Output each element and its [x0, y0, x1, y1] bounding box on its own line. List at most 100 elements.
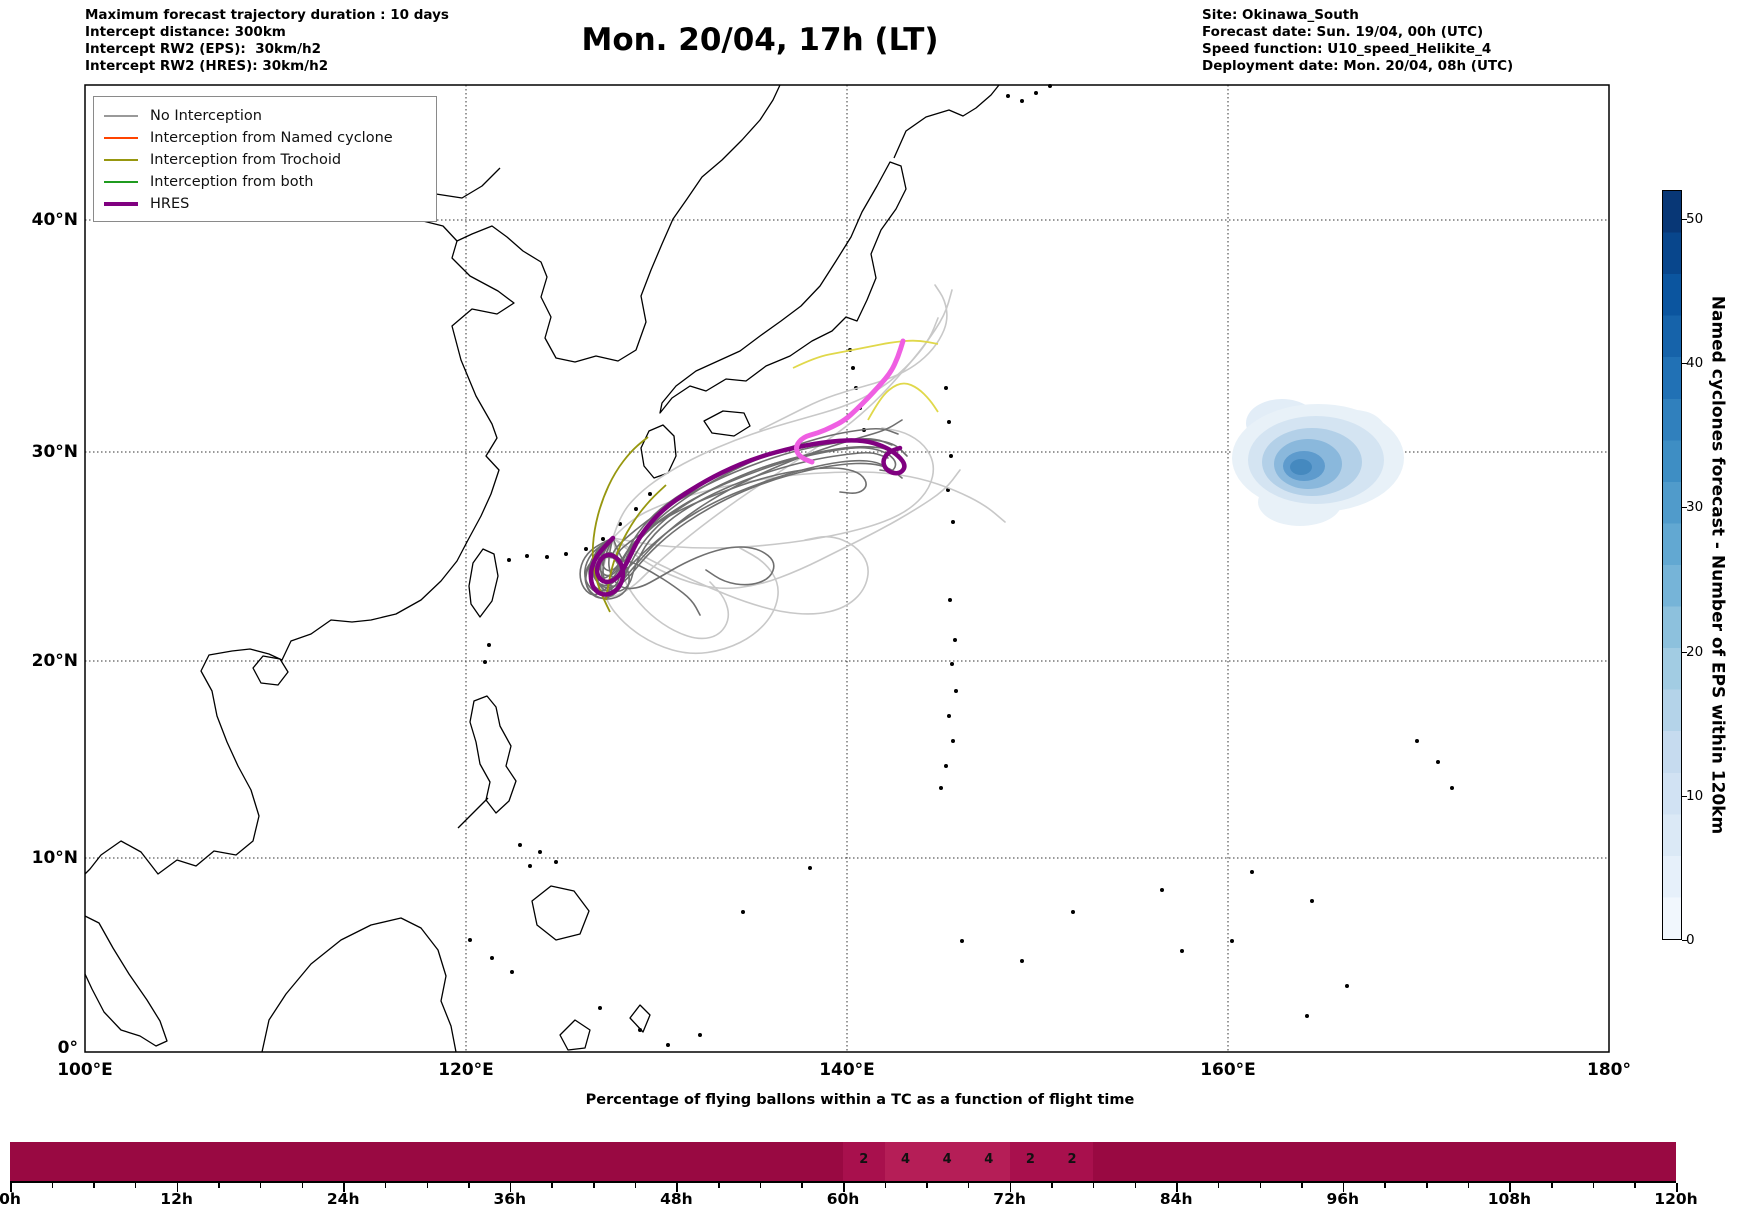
hour-minor-tick: [1259, 1183, 1261, 1188]
hour-label-7: 84h: [1159, 1190, 1193, 1208]
hour-minor-tick: [468, 1183, 470, 1188]
hour-minor-tick: [551, 1183, 553, 1188]
hour-minor-tick: [301, 1183, 304, 1188]
map-legend: No Interception Interception from Named c…: [93, 96, 437, 222]
legend-item-0: No Interception: [104, 105, 426, 127]
colorbar: [1662, 190, 1682, 940]
bar-bin-72h: [1009, 1142, 1052, 1181]
hour-minor-tick: [1426, 1183, 1428, 1188]
bar-axis-line: [10, 1181, 1676, 1183]
hour-minor-tick: [884, 1183, 887, 1188]
bar-bin-value: 2: [1025, 1152, 1035, 1167]
y-tick-label-3: 10°N: [31, 848, 78, 868]
hour-minor-tick: [718, 1183, 720, 1188]
x-tick-label-0: 100°E: [57, 1060, 113, 1080]
hour-minor-tick: [759, 1183, 762, 1188]
hour-label-8: 96h: [1326, 1190, 1360, 1208]
colorbar-tickmark: [1682, 651, 1687, 653]
colorbar-tick-label-5: 50: [1686, 210, 1704, 227]
hour-major-tick: [1176, 1183, 1178, 1192]
legend-line-swatch: [104, 181, 138, 183]
bar-bin-value: 4: [900, 1152, 910, 1167]
colorbar-tick-label-2: 20: [1686, 643, 1704, 660]
legend-line-swatch: [104, 137, 138, 139]
legend-label: HRES: [150, 196, 190, 212]
hour-minor-tick: [1467, 1183, 1470, 1188]
hour-major-tick: [1009, 1183, 1012, 1192]
hour-major-tick: [843, 1183, 845, 1192]
bar-bin-value: 4: [984, 1152, 994, 1167]
y-tick-label-4: 0°: [57, 1038, 78, 1058]
colorbar-tick-label-0: 0: [1686, 932, 1695, 948]
colorbar-tick-label-1: 10: [1686, 787, 1704, 804]
hour-label-3: 36h: [493, 1190, 527, 1208]
hour-major-tick: [176, 1183, 179, 1192]
page-title: Mon. 20/04, 17h (LT): [581, 22, 939, 58]
forecast-settings-text: Maximum forecast trajectory duration : 1…: [85, 7, 449, 74]
hour-label-4: 48h: [660, 1190, 693, 1208]
hour-label-2: 24h: [326, 1190, 360, 1208]
legend-item-2: Interception from Trochoid: [104, 149, 426, 171]
legend-line-swatch: [104, 159, 138, 161]
colorbar-tickmark: [1682, 363, 1687, 365]
hour-minor-tick: [967, 1183, 970, 1188]
hour-minor-tick: [1301, 1183, 1303, 1188]
x-tick-label-3: 160°E: [1200, 1060, 1256, 1080]
bar-bin-69h: [967, 1142, 1010, 1181]
colorbar-tick-label-3: 30: [1686, 499, 1704, 516]
hour-major-tick: [343, 1183, 345, 1192]
hour-minor-tick: [218, 1183, 220, 1188]
legend-item-1: Interception from Named cyclone: [104, 127, 426, 149]
hour-minor-tick: [1592, 1183, 1595, 1188]
coastlines: [84, 84, 1454, 1053]
colorbar-tickmark: [1682, 507, 1687, 509]
tc-percentage-bar: 2 4 4 4 2 2: [10, 1142, 1676, 1181]
legend-item-3: Interception from both: [104, 171, 426, 193]
hour-minor-tick: [926, 1183, 928, 1188]
hour-minor-tick: [1134, 1183, 1137, 1188]
colorbar-tick-label-4: 40: [1686, 355, 1704, 372]
hour-minor-tick: [1634, 1183, 1636, 1188]
hour-minor-tick: [259, 1183, 262, 1188]
legend-label: No Interception: [150, 108, 262, 124]
x-tick-label-2: 140°E: [819, 1060, 875, 1080]
site-info-text: Site: Okinawa_South Forecast date: Sun. …: [1202, 7, 1514, 74]
bar-bin-75h: [1051, 1142, 1093, 1181]
y-tick-label-1: 30°N: [31, 442, 78, 462]
colorbar-tickmark: [1682, 940, 1687, 941]
hour-label-0: 0h: [0, 1190, 21, 1208]
colorbar-label: Named cyclones forecast - Number of EPS …: [1707, 295, 1728, 835]
colorbar-tickmark: [1682, 218, 1687, 220]
hour-major-tick: [10, 1183, 12, 1192]
hour-label-10: 120h: [1654, 1190, 1698, 1208]
legend-label: Interception from Trochoid: [150, 152, 342, 168]
bar-chart-caption: Percentage of flying ballons within a TC…: [585, 1092, 1135, 1108]
hour-minor-tick: [634, 1183, 637, 1188]
hour-minor-tick: [1092, 1183, 1095, 1188]
bar-bin-66h: [926, 1142, 968, 1181]
bar-bin-63h: [884, 1142, 927, 1181]
eps-density-blob: [1232, 399, 1404, 526]
hour-minor-tick: [1384, 1183, 1386, 1188]
bar-bin-60h: [843, 1142, 885, 1181]
hour-minor-tick: [1217, 1183, 1220, 1188]
map-frame: [84, 84, 1610, 1053]
hour-major-tick: [1342, 1183, 1345, 1192]
hour-label-1: 12h: [160, 1190, 193, 1208]
hour-label-5: 60h: [826, 1190, 860, 1208]
legend-line-swatch: [104, 115, 138, 117]
legend-label: Interception from both: [150, 174, 314, 190]
legend-line-swatch: [104, 202, 138, 206]
map-gridlines: [85, 85, 1609, 1052]
hour-major-tick: [509, 1183, 512, 1192]
hour-minor-tick: [93, 1183, 95, 1188]
hour-label-9: 108h: [1487, 1190, 1532, 1208]
y-tick-label-0: 40°N: [31, 210, 78, 230]
hour-label-6: 72h: [993, 1190, 1026, 1208]
x-tick-label-4: 180°: [1587, 1060, 1631, 1080]
x-tick-label-1: 120°E: [438, 1060, 494, 1080]
hour-minor-tick: [801, 1183, 803, 1188]
hour-minor-tick: [593, 1183, 595, 1188]
